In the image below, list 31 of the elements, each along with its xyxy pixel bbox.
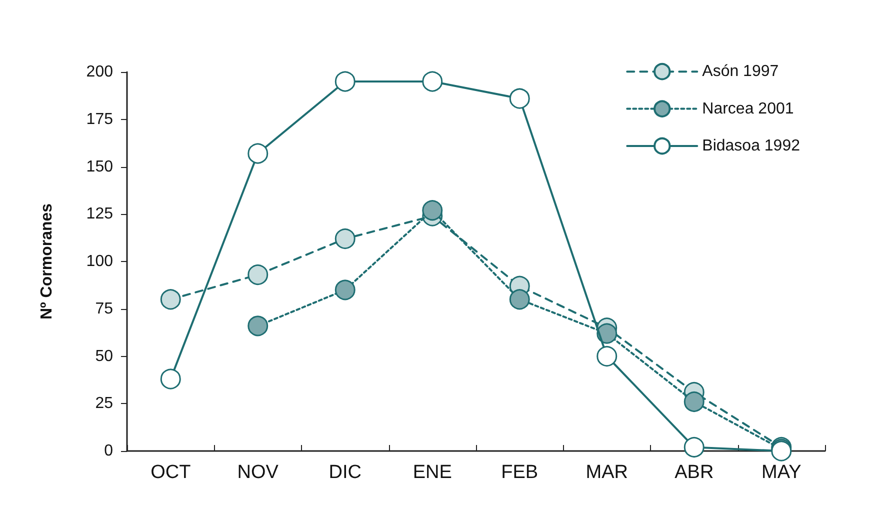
y-tick-label: 200 [86,64,114,80]
x-tick-label: FEB [501,462,538,483]
x-tick-label: MAY [761,462,802,483]
y-tick-label: 175 [86,110,114,128]
legend-label: Asón 1997 [702,63,779,80]
x-tick-label: ENE [412,462,452,483]
x-tick-label: NOV [237,462,279,483]
point [684,436,704,458]
x-tick-label: ABR [674,462,714,483]
legend-label: Bidasoa 1992 [702,138,800,154]
x-tick-label: OCT [150,462,192,483]
point [334,228,356,250]
y-tick-label: 50 [95,348,114,365]
legend-label: Narcea 2001 [702,100,794,118]
point [422,200,443,221]
y-axis-title: Nº Cormoranes [38,203,56,320]
x-tick-label: MAR [586,462,628,483]
y-tick-label: 25 [95,395,114,412]
point [684,391,704,412]
point [160,289,181,310]
point [509,289,530,310]
y-tick-label: 100 [86,253,114,270]
y-tick-label: 150 [86,158,114,176]
y-tick-label: 125 [86,206,114,223]
x-tick-label: DIC [328,462,362,483]
point [248,264,268,286]
y-tick-label: 0 [104,442,114,460]
point [596,323,618,344]
point [248,316,268,336]
point [334,280,356,300]
y-tick-label: 75 [95,300,114,318]
